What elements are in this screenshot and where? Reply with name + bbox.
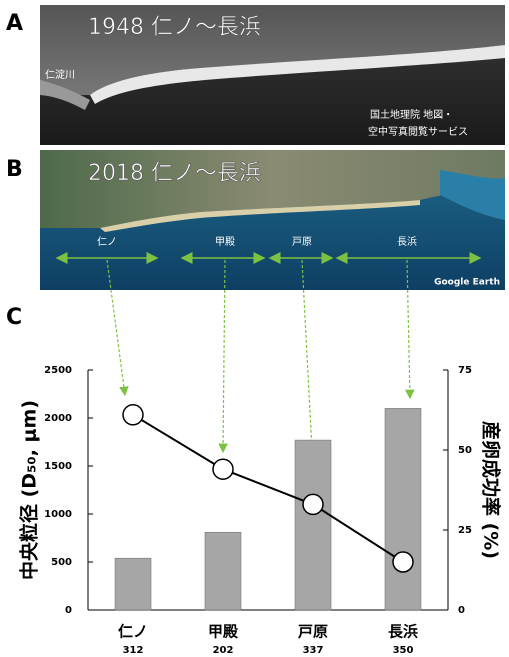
panel-label: B [6, 157, 23, 182]
category-count: 350 [393, 645, 414, 656]
y-tick-label: 1000 [44, 509, 72, 520]
category-count: 202 [213, 645, 234, 656]
point [303, 494, 323, 514]
credit: 空中写真閲覧サービス [368, 125, 468, 138]
segment-label: 長浜 [397, 236, 417, 248]
y2-tick-label: 25 [458, 525, 472, 536]
point [213, 459, 233, 479]
segment-label: 甲殿 [215, 236, 235, 248]
segment-label: 戸原 [292, 236, 312, 248]
y-tick-label: 2000 [44, 413, 72, 424]
bar [385, 408, 421, 610]
point [123, 405, 143, 425]
river-label: 仁淀川 [45, 68, 75, 81]
y2-axis-title: 産卵成功率 (%) [480, 421, 503, 559]
segment-label: 仁ノ [97, 236, 117, 248]
bar [115, 558, 151, 610]
credit: Google Earth [434, 278, 500, 288]
x-tick-label: 長浜 [388, 623, 418, 641]
y2-tick-label: 75 [458, 365, 472, 376]
link-arrows [107, 260, 410, 488]
x-tick-label: 甲殿 [208, 623, 239, 641]
credit: 国土地理院 地図・ [370, 108, 453, 121]
y-axis-title: 中央粒径 (D₅₀, μm) [18, 400, 41, 580]
point [393, 552, 413, 572]
panel-label: C [6, 305, 22, 330]
bar [295, 440, 331, 610]
y-tick-label: 0 [65, 605, 72, 616]
photo-title: 1948 仁ノ〜長浜 [88, 15, 261, 40]
figure: A 1948 仁ノ〜長浜 仁淀川 国土地理院 地図・ 空中写真閲覧サービス B … [0, 0, 509, 657]
category-count: 337 [303, 645, 324, 656]
x-tick-label: 戸原 [298, 623, 328, 641]
y-tick-label: 2500 [44, 365, 72, 376]
y2-tick-label: 50 [458, 445, 472, 456]
panel-label: A [6, 11, 23, 36]
bar [205, 532, 241, 610]
category-count: 312 [123, 645, 144, 656]
y2-tick-label: 0 [458, 605, 465, 616]
y-tick-label: 500 [51, 557, 72, 568]
photo-title: 2018 仁ノ〜長浜 [88, 161, 261, 186]
x-tick-label: 仁ノ [118, 623, 148, 641]
line [133, 415, 403, 562]
y-tick-label: 1500 [44, 461, 72, 472]
